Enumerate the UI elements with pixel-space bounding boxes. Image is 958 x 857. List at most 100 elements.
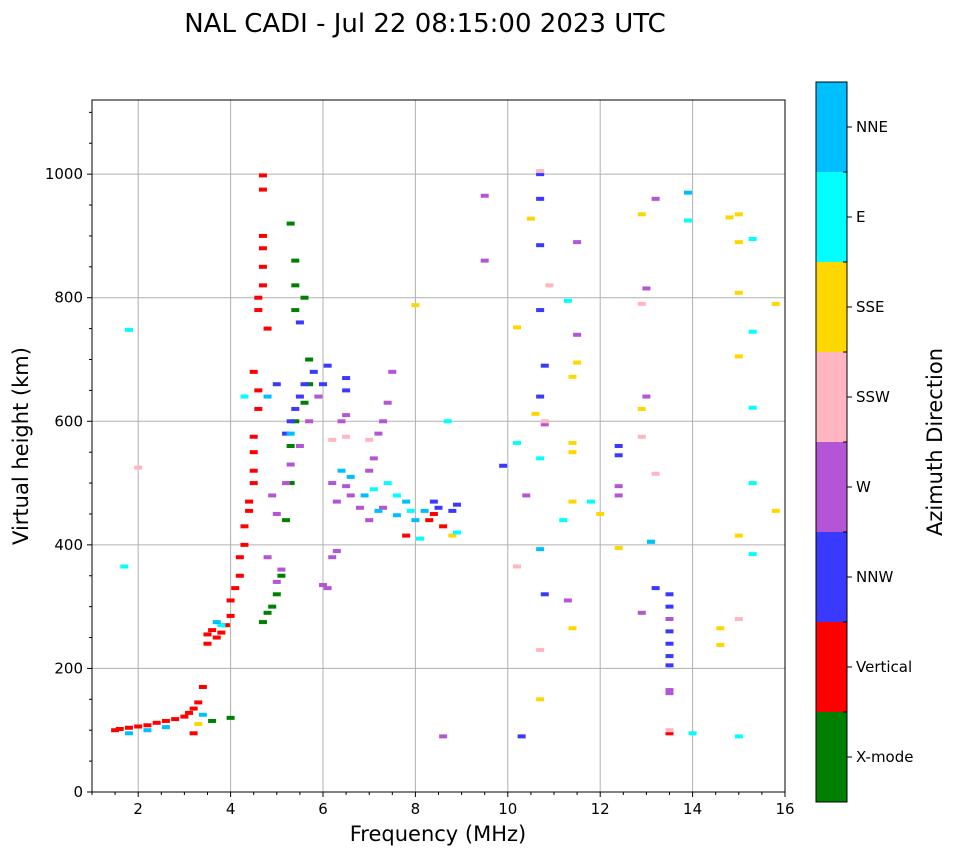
data-point [517, 734, 526, 739]
data-point [300, 400, 309, 405]
data-point [665, 641, 674, 646]
data-point [665, 663, 674, 668]
data-point [346, 493, 355, 498]
data-point [480, 258, 489, 263]
data-point [185, 710, 194, 715]
data-point [536, 172, 545, 177]
data-point [115, 726, 124, 731]
data-point [734, 734, 743, 739]
data-point [328, 437, 337, 442]
data-point [568, 450, 577, 455]
data-point [540, 363, 549, 368]
data-point [439, 524, 448, 529]
data-point [254, 295, 263, 300]
data-point [665, 728, 674, 733]
data-point [725, 215, 734, 220]
data-point [249, 434, 258, 439]
data-point [614, 444, 623, 448]
data-point [647, 539, 656, 544]
data-point [559, 518, 568, 523]
data-point [245, 499, 254, 504]
data-point [420, 508, 429, 513]
data-point [203, 632, 212, 637]
data-point [568, 440, 577, 445]
data-point [748, 329, 757, 334]
colorbar: X-mode Vertical NNW W SSW SSE E NNE [815, 81, 913, 803]
data-point [383, 400, 392, 405]
y-axis-label: Virtual height (km) [9, 347, 33, 545]
data-point [235, 555, 244, 560]
data-point [416, 536, 425, 541]
plot-points [111, 169, 780, 739]
data-point [337, 468, 346, 473]
data-point [272, 382, 281, 387]
x-axis-ticks: 2 4 6 8 10 12 14 16 [91, 792, 795, 818]
data-point [771, 508, 780, 513]
data-point [319, 382, 327, 387]
data-point [124, 327, 133, 332]
data-point [208, 628, 217, 633]
data-point [388, 369, 397, 374]
data-point [258, 233, 267, 238]
data-point [513, 564, 522, 569]
data-point [152, 720, 161, 725]
data-point [249, 369, 258, 374]
data-point [637, 301, 646, 306]
data-point [545, 283, 554, 288]
data-point [355, 505, 364, 510]
series-sse [194, 212, 780, 727]
plot-frame [91, 99, 786, 793]
data-point [642, 394, 651, 399]
data-point [536, 647, 545, 652]
data-point [226, 598, 235, 603]
data-point [637, 406, 646, 411]
data-point [286, 221, 295, 226]
data-point [305, 357, 314, 362]
data-point [771, 301, 780, 306]
data-point [536, 243, 545, 248]
series-vertical [111, 173, 674, 736]
data-point [734, 533, 743, 538]
data-point [300, 382, 309, 387]
colorbar-tick-label: X-mode [856, 748, 913, 766]
data-point [406, 508, 415, 513]
y-axis-ticks: 0 200 400 600 800 1000 [45, 111, 92, 801]
data-point [536, 456, 545, 461]
data-point [272, 579, 281, 584]
data-point [263, 326, 272, 331]
data-point [642, 286, 651, 291]
data-point [614, 453, 623, 458]
data-point [212, 620, 221, 625]
data-point [342, 376, 351, 381]
data-point [258, 187, 267, 192]
data-point [309, 369, 318, 374]
data-point [513, 325, 522, 330]
data-point [161, 725, 170, 730]
data-point [536, 697, 545, 702]
data-point [374, 431, 383, 436]
data-point [536, 196, 545, 201]
data-point [291, 308, 300, 313]
data-point [124, 725, 133, 730]
data-point [665, 629, 674, 634]
data-point [332, 549, 341, 554]
data-point [291, 406, 300, 411]
data-point [282, 431, 291, 436]
colorbar-segment [816, 712, 847, 802]
data-point [254, 308, 263, 313]
data-point [143, 728, 152, 733]
data-point [226, 715, 235, 720]
colorbar-segment [816, 352, 847, 442]
data-point [189, 731, 198, 736]
data-point [665, 688, 674, 693]
data-point [637, 212, 646, 217]
data-point [425, 518, 434, 523]
colorbar-tick-label: E [856, 208, 865, 226]
data-point [360, 493, 369, 498]
data-point [665, 592, 674, 597]
data-point [536, 547, 545, 552]
data-point [568, 374, 577, 379]
x-tick-label: 8 [411, 800, 421, 818]
data-point [614, 484, 623, 489]
